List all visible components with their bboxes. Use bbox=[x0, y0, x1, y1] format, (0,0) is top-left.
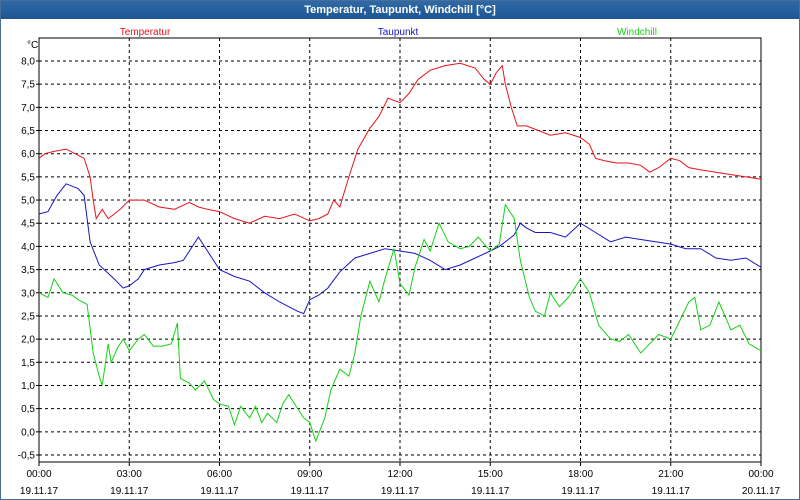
y-tick-label: 8,0 bbox=[21, 57, 35, 68]
y-tick-label: 6,5 bbox=[21, 126, 35, 137]
y-tick-label: 1,5 bbox=[21, 358, 35, 369]
x-tick-date-label: 19.11.17 bbox=[291, 486, 330, 497]
y-tick-label: 1,0 bbox=[21, 381, 35, 392]
y-tick-label: 5,5 bbox=[21, 172, 35, 183]
x-tick-time-label: 15:00 bbox=[478, 469, 503, 480]
y-tick-label: 3,0 bbox=[21, 288, 35, 299]
series-line-temperatur bbox=[38, 62, 762, 224]
x-tick-date-label: 19.11.17 bbox=[110, 486, 149, 497]
y-tick-label: 5,0 bbox=[21, 196, 35, 207]
y-tick-label: -0,5 bbox=[18, 451, 36, 462]
legend-item-windchill: Windchill bbox=[617, 27, 657, 38]
y-tick-label: 2,5 bbox=[21, 311, 35, 322]
y-tick-label: 7,5 bbox=[21, 80, 35, 91]
y-tick-label: 6,0 bbox=[21, 149, 35, 160]
x-tick-date-label: 19.11.17 bbox=[20, 486, 59, 497]
y-axis: 8,0 7,5 7,0 6,5 6,0 5,5 5,0 4,5 4,0 3,5 3,0 2,5 2,0 1… bbox=[18, 57, 39, 462]
x-tick-date-label: 20.11.17 bbox=[742, 486, 781, 497]
series-layer bbox=[38, 62, 762, 443]
x-tick-date-label: 19.11.17 bbox=[561, 486, 600, 497]
x-tick-date-label: 19.11.17 bbox=[471, 486, 510, 497]
x-tick-time-label: 18:00 bbox=[568, 469, 593, 480]
series-line-windchill bbox=[38, 203, 762, 443]
x-tick-date-label: 19.11.17 bbox=[200, 486, 239, 497]
x-tick-date-label: 19.11.17 bbox=[652, 486, 691, 497]
x-tick-time-label: 00:00 bbox=[748, 469, 773, 480]
y-axis-unit: °C bbox=[27, 40, 38, 51]
x-tick-time-label: 00:00 bbox=[26, 469, 51, 480]
legend: Temperatur Taupunkt Windchill bbox=[120, 27, 657, 38]
x-tick-time-label: 06:00 bbox=[207, 469, 232, 480]
x-tick-time-label: 21:00 bbox=[658, 469, 683, 480]
legend-item-temperatur: Temperatur bbox=[120, 27, 171, 38]
x-tick-time-label: 03:00 bbox=[117, 469, 142, 480]
y-tick-label: 4,5 bbox=[21, 219, 35, 230]
y-tick-label: 7,0 bbox=[21, 103, 35, 114]
y-tick-label: 2,0 bbox=[21, 335, 35, 346]
y-tick-label: 0,5 bbox=[21, 404, 35, 415]
y-tick-label: 4,0 bbox=[21, 242, 35, 253]
legend-item-taupunkt: Taupunkt bbox=[378, 27, 419, 38]
x-tick-time-label: 12:00 bbox=[387, 469, 412, 480]
series-line-taupunkt bbox=[38, 183, 762, 315]
x-axis: 00:00 19.11.17 03:00 19.11.17 06:00 19.11.17 0… bbox=[20, 462, 781, 497]
y-tick-label: 0,0 bbox=[21, 427, 35, 438]
y-tick-label: 3,5 bbox=[21, 265, 35, 276]
x-tick-date-label: 19.11.17 bbox=[381, 486, 420, 497]
x-tick-time-label: 09:00 bbox=[297, 469, 322, 480]
window-title: Temperatur, Taupunkt, Windchill [°C] bbox=[1, 1, 799, 19]
grid-lines bbox=[39, 38, 761, 462]
chart-plot: 8,0 7,5 7,0 6,5 6,0 5,5 5,0 4,5 4,0 3,5 3,0 2,5 2,0 1… bbox=[18, 27, 781, 497]
